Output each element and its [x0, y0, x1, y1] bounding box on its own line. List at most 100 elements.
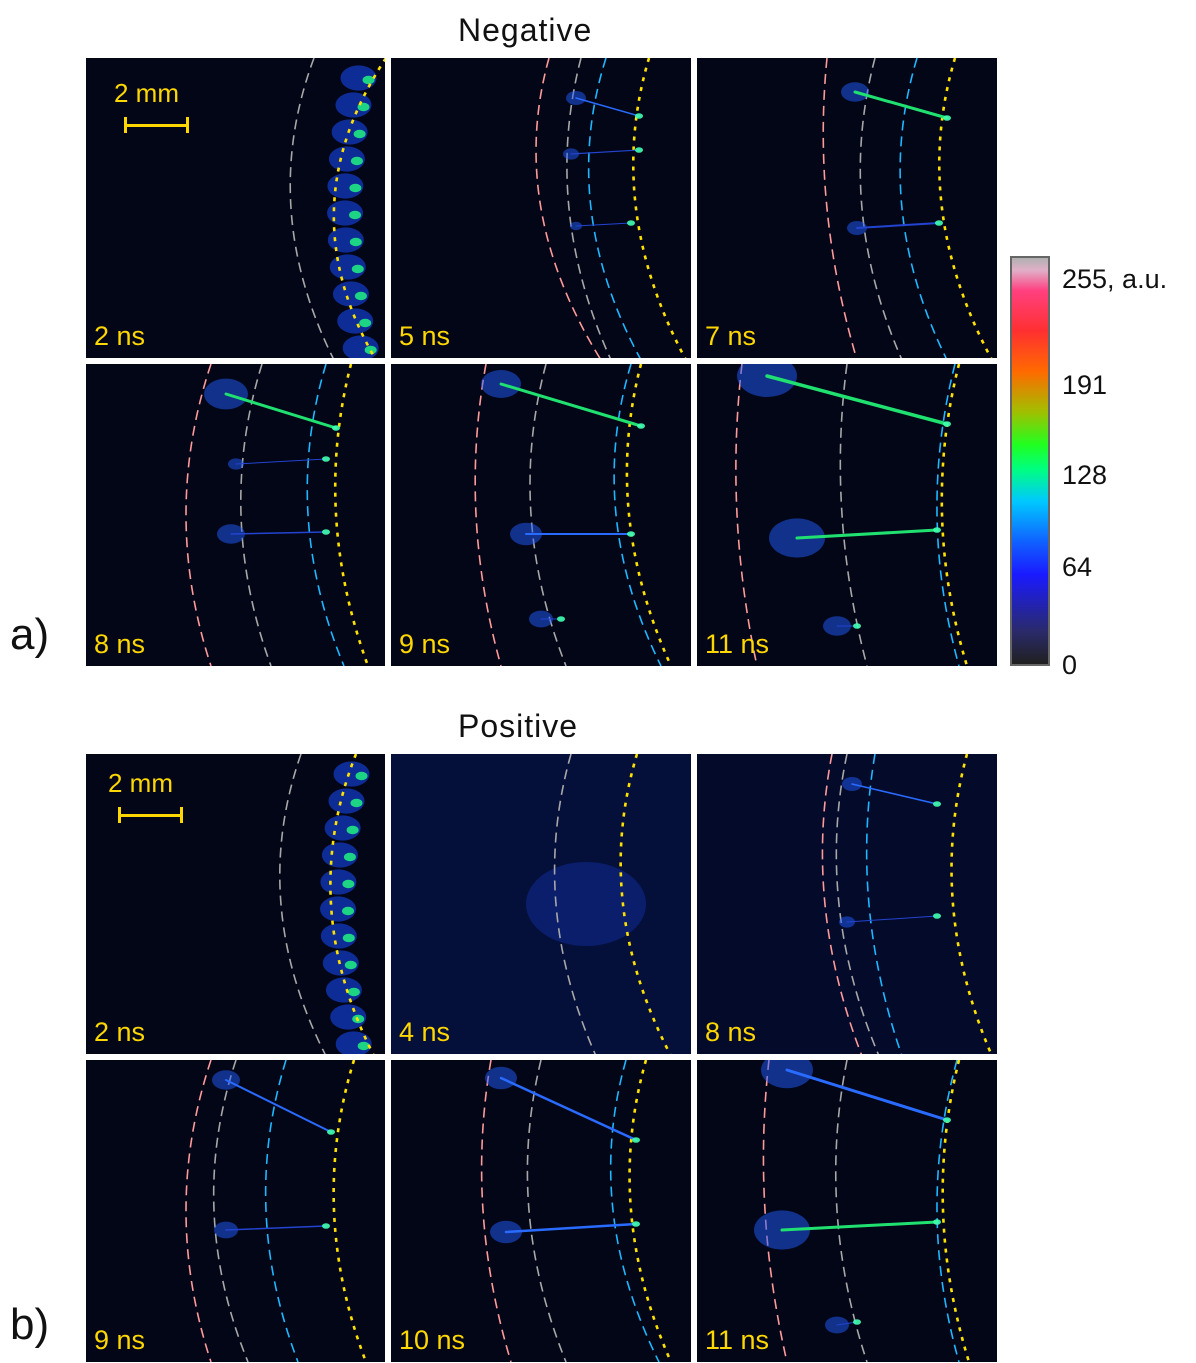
yellow-arc [625, 364, 673, 666]
cyan-arc [865, 754, 903, 1054]
streamer-channel [853, 90, 949, 120]
yellow-arc [950, 754, 993, 1054]
panel-b-letter: b) [10, 1300, 50, 1349]
streamer-channel [846, 915, 938, 923]
colorbar-tick-255: 255, a.u. [1062, 264, 1168, 294]
emission-bead-core [342, 906, 355, 916]
frame-time-label: 11 ns [705, 629, 770, 659]
streamer-channel [780, 1220, 939, 1232]
gray-arc [240, 364, 272, 666]
streamer-tip [933, 527, 941, 533]
emission-bead-core [347, 987, 360, 997]
yellow-arc [619, 754, 672, 1054]
streamer-channel [499, 1076, 638, 1142]
pink-arc [821, 754, 863, 1054]
emission-bead-core [350, 156, 363, 166]
emission-bead [328, 788, 365, 814]
frame-time-label: 9 ns [399, 629, 451, 659]
yellow-arc [329, 754, 375, 1054]
emission-bead [327, 227, 364, 253]
emission-bead [320, 923, 357, 949]
cyan-arc [587, 58, 641, 358]
streamer-tip [632, 1221, 640, 1227]
panel-b-title: Positive [458, 708, 579, 744]
discharge-image [526, 754, 672, 1054]
emission-bead [335, 92, 372, 118]
streamer-channel [235, 458, 327, 465]
yellow-arc [938, 58, 993, 358]
emission-bead [320, 896, 357, 922]
frame-a-2: 5 ns [391, 58, 691, 358]
streamer-tip [322, 529, 330, 535]
pink-arc [762, 1060, 788, 1362]
emission-bead [320, 869, 357, 895]
discharge-image [821, 754, 993, 1054]
frame-b-3: 8 ns [697, 754, 997, 1054]
streamer-channel [795, 528, 939, 540]
emission-bead [332, 281, 369, 307]
colorbar-tick-191: 191 [1062, 370, 1108, 400]
colorbar-tick-0: 0 [1062, 650, 1078, 680]
discharge-image [289, 58, 385, 358]
gray-arc [289, 58, 334, 358]
scale-bar: 2 mm [114, 78, 189, 133]
streamer-channel [765, 374, 949, 426]
streamer-channel [225, 1079, 332, 1133]
yellow-arc [332, 1060, 368, 1362]
cyan-arc [609, 1060, 660, 1362]
discharge-image [185, 364, 370, 666]
emission-bead-core [349, 237, 362, 247]
gray-arc [529, 364, 567, 666]
frame-time-label: 8 ns [705, 1017, 757, 1047]
emission-bead-core [354, 291, 367, 301]
pink-arc [474, 364, 502, 666]
yellow-arc [632, 58, 687, 358]
streamer-tip [557, 616, 565, 622]
frame-a-5: 9 ns [391, 364, 691, 666]
streamer-tip [322, 1223, 330, 1229]
frame-a-6: 11 ns [697, 364, 997, 666]
pink-arc [735, 364, 758, 666]
gray-arc [553, 754, 597, 1054]
frame-b-4: 9 ns [86, 1060, 385, 1362]
discharge-image [279, 754, 375, 1054]
yellow-arc [940, 364, 969, 666]
frame-a-1: 2 mm 2 ns [86, 58, 385, 358]
streamer-channel [570, 149, 640, 155]
cyan-arc [936, 1060, 960, 1362]
colorbar [1000, 256, 1052, 666]
frame-time-label: 11 ns [705, 1325, 770, 1355]
streamer-tip [627, 531, 635, 537]
frame-a-4: 8 ns [86, 364, 385, 666]
frame-time-label: 10 ns [399, 1325, 466, 1355]
streamer-tip [943, 1117, 951, 1123]
emission-bead-core [349, 210, 362, 220]
discharge-image [535, 58, 687, 358]
streamer-channel [785, 1068, 949, 1122]
gray-arc [212, 1060, 249, 1362]
frame-time-label: 2 ns [94, 1017, 146, 1047]
cyan-arc [306, 364, 345, 666]
streamer-channel [230, 531, 327, 535]
frame-b-5: 10 ns [391, 1060, 691, 1362]
emission-bead [333, 761, 370, 787]
streamer-tip [943, 115, 951, 121]
emission-bead-core [362, 75, 375, 85]
yellow-arc [332, 58, 385, 358]
emission-bead-core [364, 345, 377, 355]
cyan-arc [899, 58, 947, 358]
emission-bead-core [357, 1041, 370, 1051]
frame-time-label: 4 ns [399, 1017, 451, 1047]
discharge-image [480, 1060, 673, 1362]
streamer-channel [224, 392, 338, 430]
emission-bead [340, 65, 377, 91]
frame-time-label: 9 ns [94, 1325, 146, 1355]
scale-bar: 2 mm [108, 768, 183, 823]
pink-arc [185, 1060, 212, 1362]
pink-arc [185, 364, 212, 666]
panel-a-letter: a) [10, 610, 50, 659]
discharge-image [735, 364, 969, 666]
streamer-tip [853, 623, 861, 629]
streamer-head [761, 1060, 813, 1089]
gray-arc [835, 754, 880, 1054]
